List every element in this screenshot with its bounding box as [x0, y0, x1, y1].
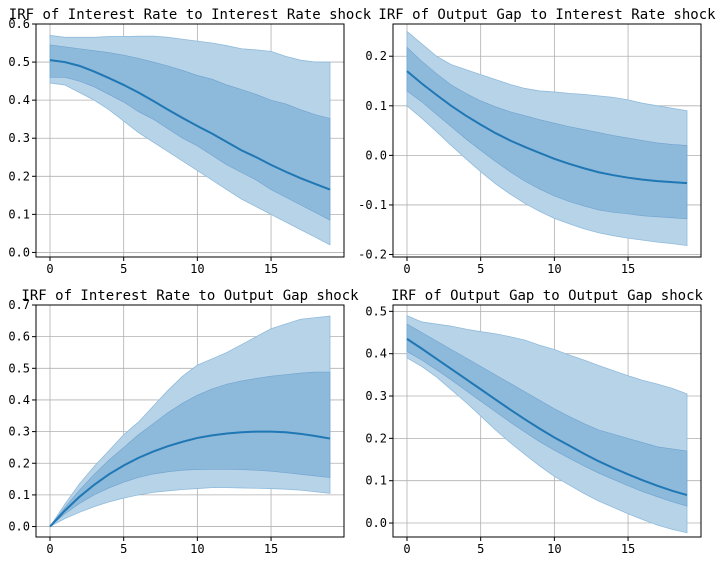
- y-tick-label: 0.2: [365, 49, 387, 63]
- y-tick-label: 0.2: [8, 169, 30, 183]
- axes-frame: [35, 23, 345, 258]
- subplot-title: IRF of Interest Rate to Output Gap shock: [21, 288, 359, 304]
- x-tick-label: 10: [547, 542, 561, 556]
- subplot-title: IRF of Output Gap to Interest Rate shock: [378, 7, 716, 23]
- axes-frame: [392, 304, 702, 538]
- subplot-2: 0 5 10 15 -0.2 -0.1 0.0 0.1 0.2 IRF of Output Gap…: [358, 7, 716, 276]
- x-tick-label: 5: [120, 542, 127, 556]
- x-tick-label: 15: [264, 262, 278, 276]
- y-tick-label: 0.6: [8, 17, 30, 31]
- y-tick-label: 0.1: [365, 474, 387, 488]
- y-tick-label: 0.1: [8, 488, 30, 502]
- y-tick-label: 0.4: [8, 393, 30, 407]
- y-tick-label: 0.4: [365, 347, 387, 361]
- y-tick-label: 0.5: [8, 55, 30, 69]
- y-tick-label: 0.5: [365, 304, 387, 318]
- x-tick-label: 15: [264, 542, 278, 556]
- axes-frame: [35, 304, 345, 538]
- inner-band: [49, 371, 331, 527]
- x-tick-label: 10: [547, 262, 561, 276]
- x-tick-label: 0: [46, 542, 53, 556]
- inner-band: [406, 323, 688, 507]
- y-tick-label: 0.0: [365, 148, 387, 162]
- subplot-title: IRF of Output Gap to Output Gap shock: [391, 288, 703, 304]
- y-tick-label: 0.3: [365, 389, 387, 403]
- y-tick-label: 0.0: [8, 520, 30, 534]
- y-tick-label: 0.0: [8, 245, 30, 259]
- y-tick-label: 0.2: [8, 456, 30, 470]
- y-tick-label: -0.1: [358, 198, 387, 212]
- median-line: [49, 430, 331, 528]
- subplot-4: 0 5 10 15 0.0 0.1 0.2 0.3 0.4 0.5 IRF of Output Ga…: [365, 288, 703, 556]
- y-tick-label: 0.4: [8, 93, 30, 107]
- x-tick-label: 0: [403, 542, 410, 556]
- y-tick-label: 0.2: [365, 431, 387, 445]
- subplot-title: IRF of Interest Rate to Interest Rate sh…: [9, 7, 372, 23]
- x-tick-label: 15: [621, 542, 635, 556]
- x-tick-label: 0: [403, 262, 410, 276]
- y-tick-label: 0.5: [8, 361, 30, 375]
- median-line: [406, 338, 688, 497]
- x-tick-label: 5: [120, 262, 127, 276]
- axes-frame: [392, 23, 702, 258]
- y-tick-label: 0.3: [8, 131, 30, 145]
- x-tick-label: 5: [477, 542, 484, 556]
- y-tick-label: -0.2: [358, 248, 387, 262]
- median-line: [49, 59, 331, 191]
- median-line: [406, 70, 688, 185]
- x-tick-label: 0: [46, 262, 53, 276]
- x-tick-label: 15: [621, 262, 635, 276]
- x-tick-label: 10: [190, 262, 204, 276]
- y-tick-label: 0.3: [8, 425, 30, 439]
- y-tick-label: 0.7: [8, 298, 30, 312]
- inner-band: [49, 44, 331, 221]
- y-tick-label: 0.1: [365, 99, 387, 113]
- y-tick-label: 0.6: [8, 330, 30, 344]
- y-tick-label: 0.0: [365, 516, 387, 530]
- y-tick-label: 0.1: [8, 207, 30, 221]
- x-tick-label: 10: [190, 542, 204, 556]
- x-tick-label: 5: [477, 262, 484, 276]
